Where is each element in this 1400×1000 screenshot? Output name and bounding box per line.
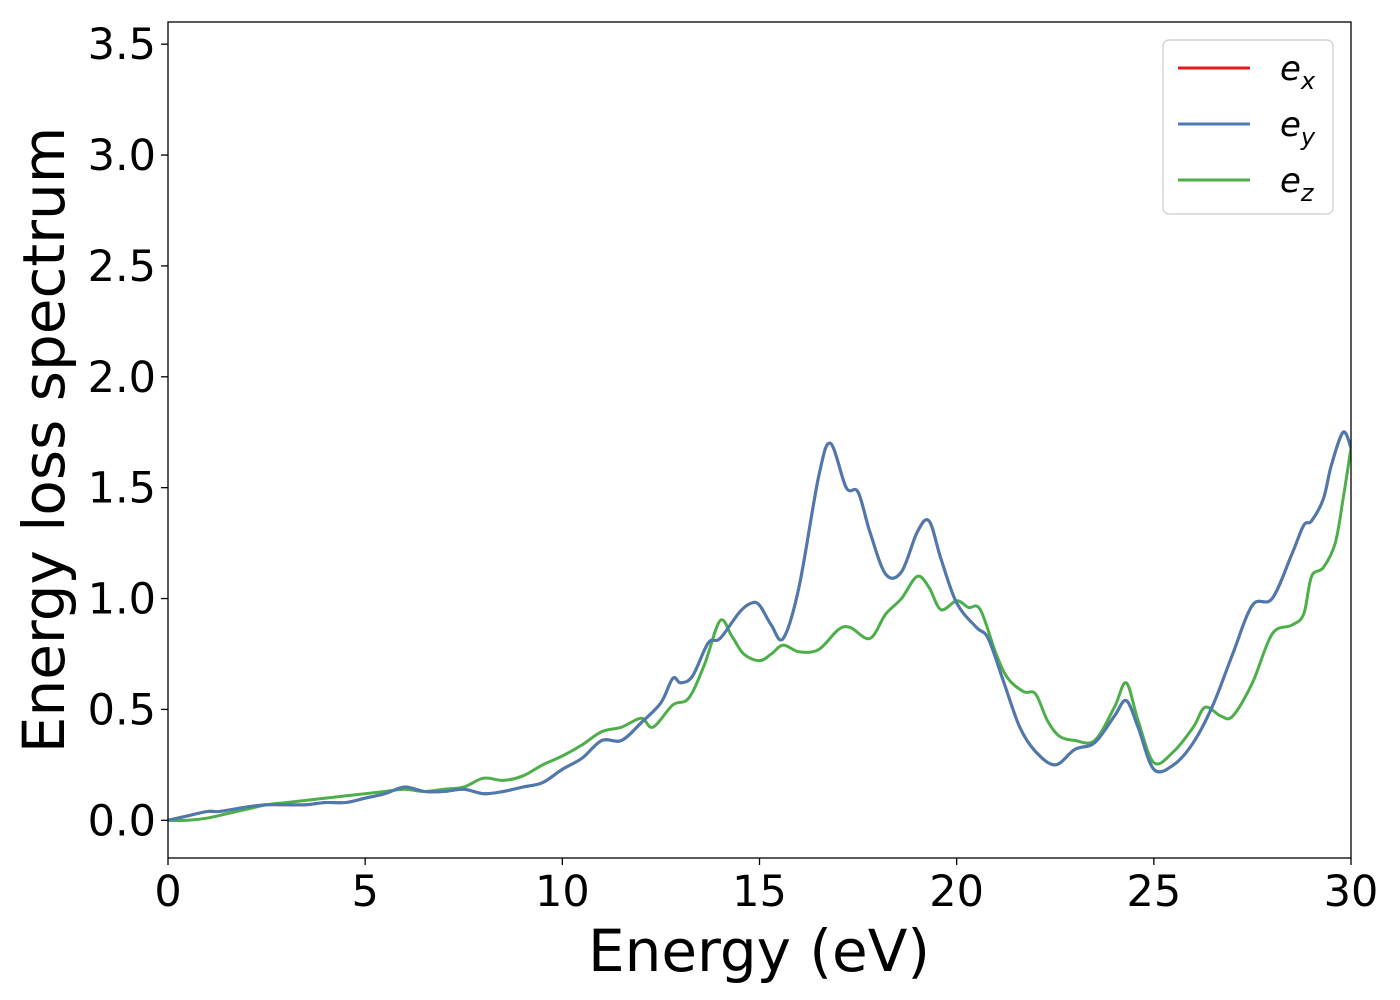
x-tick-label: 20 (929, 867, 984, 917)
series-layer (168, 430, 1351, 822)
x-tick-label: 5 (351, 867, 378, 917)
x-axis-label: Energy (eV) (588, 917, 930, 985)
y-axis-ticks: 0.0 0.5 1.0 1.5 2.0 2.5 3.0 3.5 (88, 20, 168, 846)
y-tick-label: 2.0 (88, 353, 156, 403)
y-tick-label: 0.5 (88, 685, 156, 735)
x-tick-label: 0 (154, 867, 181, 917)
y-tick-label: 0.0 (88, 796, 156, 846)
y-tick-label: 1.5 (88, 464, 156, 514)
x-tick-label: 15 (732, 867, 787, 917)
y-tick-label: 1.0 (88, 575, 156, 625)
y-axis-label: Energy loss spectrum (10, 127, 78, 753)
x-tick-label: 30 (1324, 867, 1379, 917)
series-line-z (168, 447, 1351, 822)
y-tick-label: 2.5 (88, 242, 156, 292)
x-axis-ticks: 0 5 10 15 20 25 30 (154, 858, 1378, 917)
legend-label-y: ey (1280, 105, 1316, 151)
legend-box (1162, 39, 1334, 215)
x-tick-label: 10 (535, 867, 590, 917)
x-tick-label: 25 (1126, 867, 1181, 917)
y-tick-label: 3.0 (88, 131, 156, 181)
series-line-y (168, 430, 1351, 822)
y-tick-label: 3.5 (88, 20, 156, 70)
plot-background (168, 22, 1351, 858)
